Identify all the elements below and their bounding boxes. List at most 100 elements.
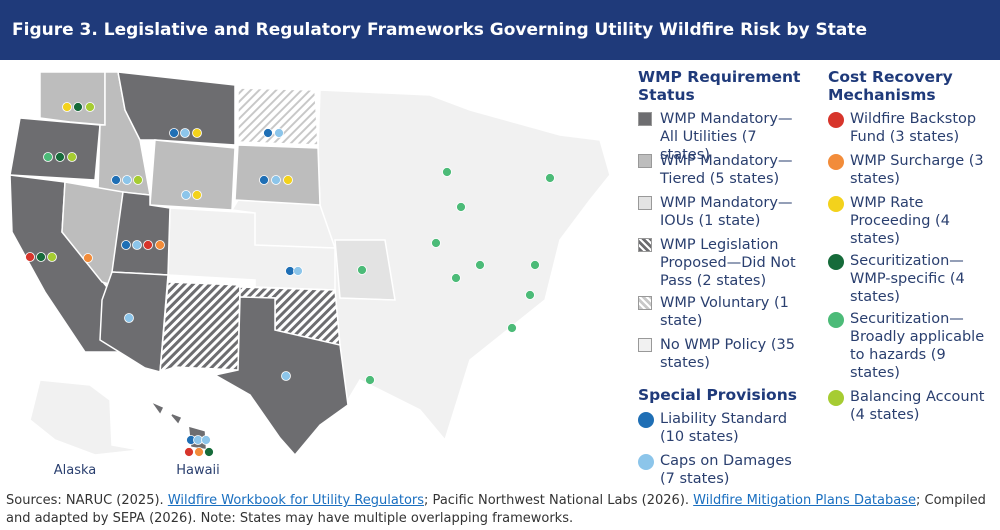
- provision-dot: [132, 240, 142, 250]
- state-az: [99, 271, 169, 373]
- provision-dot: [181, 190, 191, 200]
- provision-dot: [357, 265, 367, 275]
- provision-dot: [293, 266, 303, 276]
- provision-dot: [530, 260, 540, 270]
- provision-dot: [121, 240, 131, 250]
- state-ak: [29, 379, 141, 456]
- legend-item: Wildfire Backstop Fund (3 states): [828, 110, 1000, 146]
- provision-dot: [85, 102, 95, 112]
- state-nm: [159, 281, 241, 374]
- provision-dot: [545, 173, 555, 183]
- legend-swatch: [638, 238, 652, 252]
- provision-dot: [194, 447, 204, 457]
- dots: [25, 102, 555, 457]
- map: Alaska Hawaii: [9, 71, 611, 478]
- legend-label: Securitization—WMP-specific (4 states): [850, 253, 965, 305]
- legend-label: Balancing Account (4 states): [850, 389, 985, 423]
- legend-swatch: [638, 196, 652, 210]
- provision-dot: [192, 190, 202, 200]
- provision-dot: [169, 128, 179, 138]
- legend-swatch: [638, 112, 652, 126]
- title: Figure 3. Legislative and Regulatory Fra…: [0, 0, 1000, 60]
- legend-title: Special Provisions: [638, 386, 797, 404]
- provision-dot: [456, 202, 466, 212]
- state-wy: [149, 139, 236, 211]
- provision-dot: [507, 323, 517, 333]
- provision-dot: [155, 240, 165, 250]
- legend-label: No WMP Policy (35 states): [660, 337, 795, 371]
- provision-dot: [475, 260, 485, 270]
- provision-dot: [271, 175, 281, 185]
- provision-dot: [263, 128, 273, 138]
- sources: Sources: NARUC (2025). Wildfire Workbook…: [6, 492, 996, 528]
- legend-label: WMP Voluntary (1 state): [660, 295, 789, 329]
- provision-dot: [25, 252, 35, 262]
- provision-dot: [133, 175, 143, 185]
- state-none: [167, 199, 337, 291]
- provision-dot: [365, 375, 375, 385]
- legend-item: Caps on Damages (7 states): [638, 452, 810, 488]
- legend-item: No WMP Policy (35 states): [638, 336, 810, 372]
- legend-label: WMP Mandatory—IOUs (1 state): [660, 195, 793, 229]
- provision-dot: [43, 152, 53, 162]
- source-text: ; Pacific Northwest National Labs (2026)…: [424, 493, 694, 508]
- legend-item: Securitization—WMP-specific (4 states): [828, 252, 1000, 306]
- map-label: Alaska: [54, 463, 97, 478]
- legend-swatch: [828, 196, 844, 212]
- source-link[interactable]: Wildfire Workbook for Utility Regulators: [167, 493, 425, 508]
- provision-dot: [431, 238, 441, 248]
- legend-label: Liability Standard (10 states): [660, 411, 788, 445]
- state-wa: [39, 71, 106, 126]
- legend-swatch: [828, 254, 844, 270]
- provision-dot: [122, 175, 132, 185]
- provision-dot: [47, 252, 57, 262]
- legend-swatch: [638, 154, 652, 168]
- legend-item: WMP Mandatory—IOUs (1 state): [638, 194, 810, 230]
- legend-label: Caps on Damages (7 states): [660, 453, 792, 487]
- provision-dot: [124, 313, 134, 323]
- provision-dot: [111, 175, 121, 185]
- provision-dot: [451, 273, 461, 283]
- legend-title: Cost Recovery Mechanisms: [828, 68, 953, 104]
- legend-label: Securitization—Broadly applicable to haz…: [850, 311, 985, 381]
- legend-swatch: [638, 338, 652, 352]
- legend-swatch: [828, 312, 844, 328]
- provision-dot: [259, 175, 269, 185]
- legend-label: WMP Legislation Proposed—Did Not Pass (2…: [660, 237, 796, 289]
- provision-dot: [525, 290, 535, 300]
- state-nv: [61, 181, 124, 286]
- state-nd: [237, 87, 319, 146]
- legend-label: WMP Rate Proceeding (4 states): [850, 195, 950, 247]
- provision-dot: [62, 102, 72, 112]
- legend-swatch: [828, 112, 844, 128]
- provision-dot: [143, 240, 153, 250]
- legend-item: Securitization—Broadly applicable to haz…: [828, 310, 1000, 382]
- provision-dot: [192, 128, 202, 138]
- legend-item: WMP Voluntary (1 state): [638, 294, 810, 330]
- legend-item: Liability Standard (10 states): [638, 410, 810, 446]
- legend-item: WMP Legislation Proposed—Did Not Pass (2…: [638, 236, 810, 290]
- legend-swatch: [828, 390, 844, 406]
- legend-swatch: [828, 154, 844, 170]
- legend-swatch: [638, 412, 654, 428]
- source-link[interactable]: Wildfire Mitigation Plans Database: [693, 493, 916, 508]
- legend-label: WMP Surcharge (3 states): [850, 153, 984, 187]
- legend-label: WMP Mandatory—Tiered (5 states): [660, 153, 793, 187]
- provision-dot: [442, 167, 452, 177]
- provision-dot: [36, 252, 46, 262]
- source-text: Sources: NARUC (2025).: [6, 493, 168, 508]
- legend-item: WMP Mandatory—Tiered (5 states): [638, 152, 810, 188]
- legend-swatch: [638, 296, 652, 310]
- map-label: Hawaii: [176, 463, 220, 478]
- provision-dot: [83, 253, 93, 263]
- legend-label: WMP Mandatory—All Utilities (7 states): [660, 111, 793, 163]
- legend-item: WMP Surcharge (3 states): [828, 152, 1000, 188]
- provision-dot: [201, 435, 211, 445]
- legend-swatch: [638, 454, 654, 470]
- provision-dot: [184, 447, 194, 457]
- legend-title: WMP Requirement Status: [638, 68, 801, 104]
- state-sd: [234, 144, 321, 206]
- legend-item: WMP Rate Proceeding (4 states): [828, 194, 1000, 248]
- provision-dot: [180, 128, 190, 138]
- source-text: ; Compiled and adapted by SEPA (2026). N…: [6, 493, 986, 526]
